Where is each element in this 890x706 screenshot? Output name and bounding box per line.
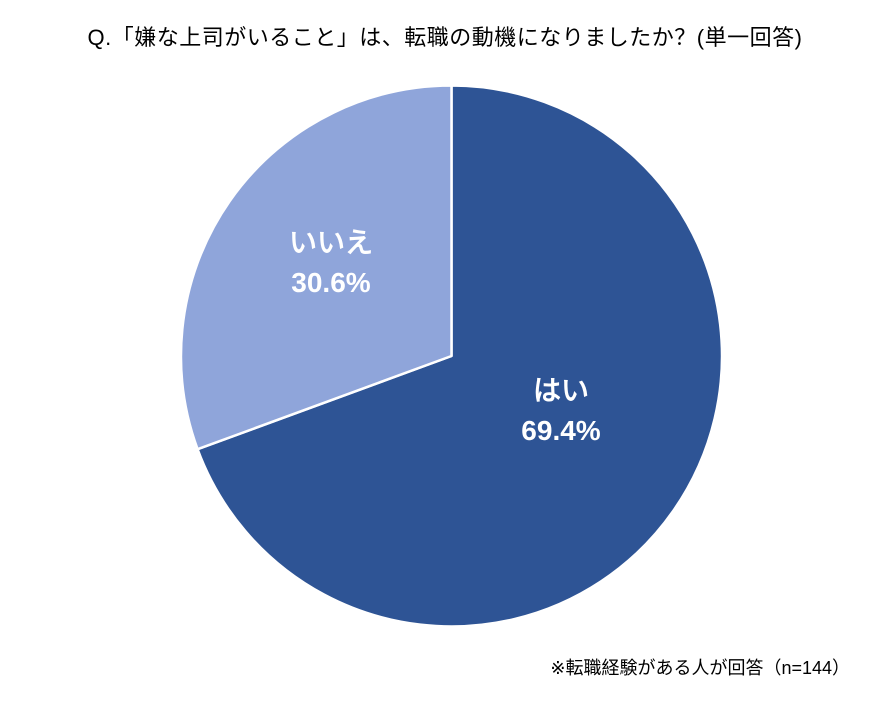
pie-slice-0 (196, 84, 724, 628)
chart-title: Q.「嫌な上司がいること」は、転職の動機になりましたか？(単一回答) (87, 25, 803, 50)
pie-slice-1 (179, 84, 453, 451)
survey-note: ※転職経験がある人が回答（n=144） (550, 658, 850, 678)
